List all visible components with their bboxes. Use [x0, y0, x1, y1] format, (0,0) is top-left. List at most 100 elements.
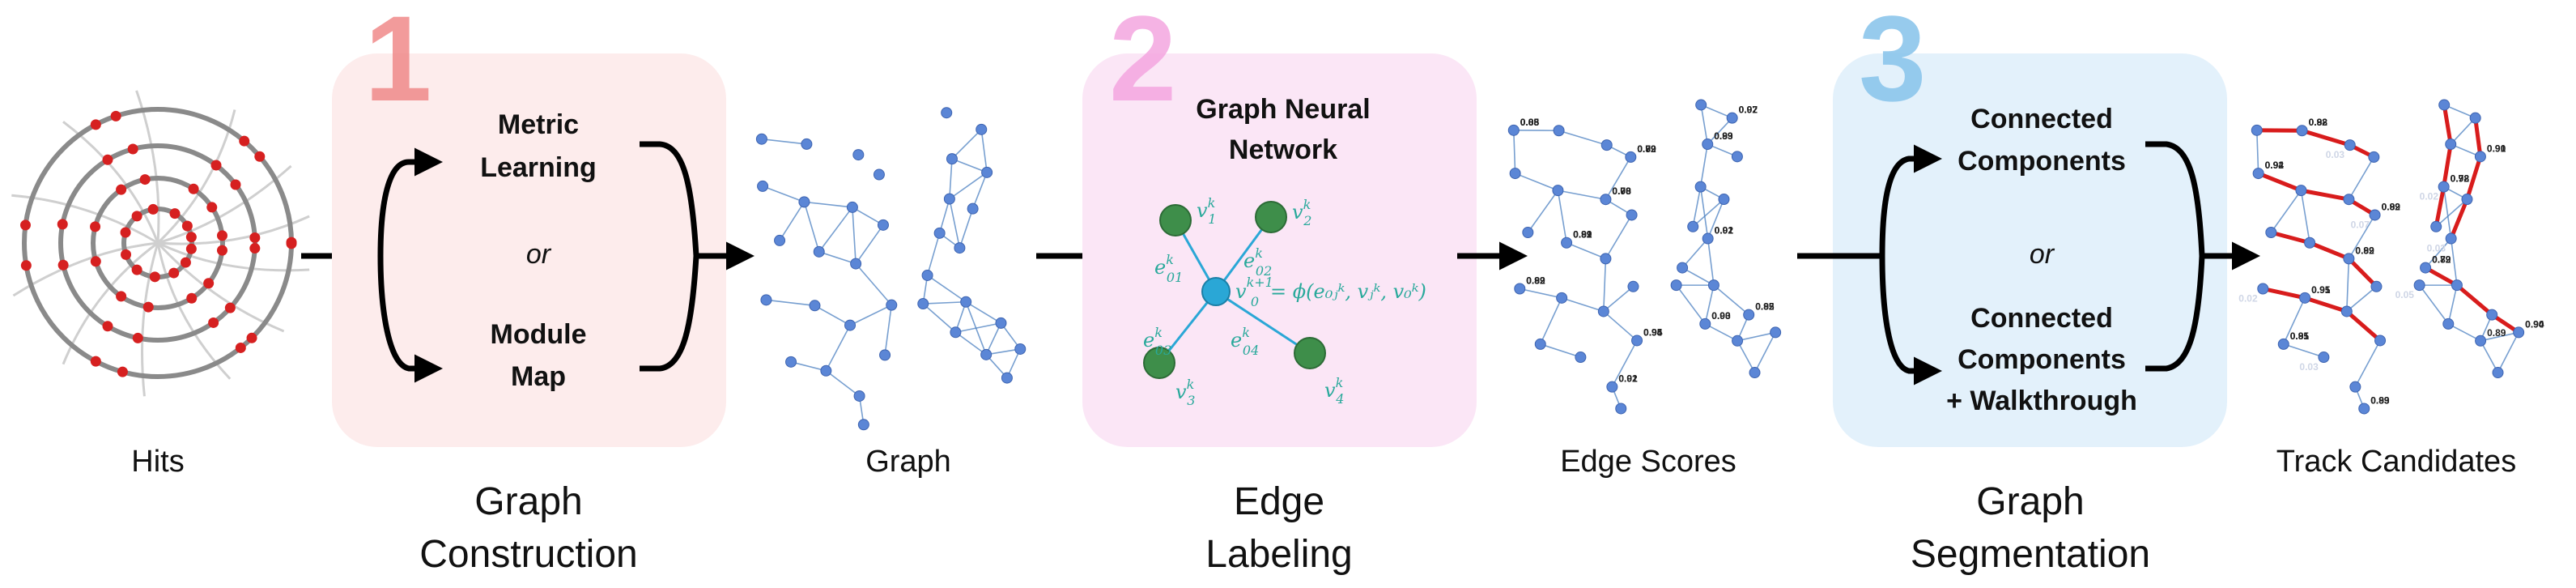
hit-dot — [20, 260, 32, 271]
graph-node — [2486, 309, 2498, 321]
hit-dot — [142, 301, 154, 313]
graph-node — [1001, 372, 1013, 384]
track-score-label: 0.92 — [2265, 160, 2285, 171]
hit-dot — [132, 332, 143, 343]
track-segment — [2346, 256, 2378, 289]
graph-node — [2265, 227, 2277, 239]
graph-edge — [1603, 258, 1607, 312]
edge-score-label: 0.79 — [1637, 143, 1656, 155]
graph-node — [1600, 139, 1613, 151]
graph-node — [1695, 99, 1707, 111]
graph-node — [1553, 125, 1565, 137]
graph-node — [2461, 194, 2473, 206]
track-segment — [2307, 241, 2351, 261]
hit-dot — [286, 238, 297, 249]
graph-node — [2474, 151, 2486, 163]
hit-dot — [116, 291, 127, 302]
graph-edge — [2346, 286, 2377, 313]
label-v2: vk 2 — [1292, 197, 1311, 228]
track-score-label: 0.89 — [2355, 245, 2374, 256]
hit-dot — [121, 249, 132, 260]
hit-dot — [110, 110, 121, 121]
hit-dot — [169, 208, 181, 219]
track-score-label: 0.79 — [2432, 254, 2451, 266]
graph-edge — [1700, 104, 1709, 145]
trajectory-line — [156, 109, 236, 245]
graph-edge — [825, 370, 861, 397]
track-segment — [2260, 286, 2307, 300]
edge-score-label: 0.03 — [1711, 310, 1731, 322]
gnn-node-v4 — [1294, 337, 1326, 369]
track-segment — [2256, 171, 2303, 193]
graph-edge — [1603, 310, 1638, 342]
graph-edge — [2435, 198, 2468, 228]
caption-graph: Graph — [865, 445, 951, 479]
graph-edge — [790, 361, 827, 372]
hit-dot — [181, 220, 193, 232]
edge-score-label: 0.89 — [1526, 275, 1545, 286]
graph-edge — [852, 207, 884, 226]
gnn-node-v2 — [1255, 201, 1287, 233]
edge-score-label: 0.95 — [1643, 326, 1663, 338]
graph-edge — [766, 299, 815, 307]
track-score-label: 0.89 — [2487, 327, 2506, 339]
hit-dot — [57, 259, 69, 271]
graph-node — [774, 234, 786, 246]
graph-edge — [761, 138, 807, 145]
track-segment — [2434, 185, 2446, 229]
graph-node — [1575, 352, 1587, 364]
graph-node — [2343, 194, 2355, 206]
graph-edge — [1699, 143, 1709, 187]
hit-dot — [131, 211, 142, 222]
graph-node — [2299, 292, 2311, 304]
graph-node — [2358, 403, 2370, 415]
track-segment — [2302, 296, 2349, 313]
graph-edge — [804, 201, 852, 208]
edge-score-label: 0.92 — [1637, 143, 1656, 155]
track-score-label: 0.90 — [2487, 143, 2506, 154]
edge-score-label: 0.92 — [1573, 229, 1592, 241]
graph-node — [946, 153, 958, 165]
edge-score-label: 0.82 — [1526, 275, 1545, 286]
graph-node — [801, 138, 813, 150]
stage2-number: 2 — [1109, 0, 1176, 126]
graph-node — [1597, 305, 1609, 317]
edge-score-label: 0.91 — [1618, 373, 1638, 385]
graph-node — [960, 296, 972, 308]
faded-score-label: 0.02 — [2238, 292, 2258, 304]
graph-edge — [971, 172, 988, 209]
graph-edge — [949, 172, 988, 200]
track-score-label: 0.91 — [2487, 143, 2506, 154]
hit-dot — [149, 271, 160, 283]
graph-node — [2370, 280, 2383, 292]
track-score-label: 0.78 — [2451, 173, 2470, 185]
graph-node — [1731, 151, 1743, 163]
particle-trajectories — [11, 90, 310, 397]
track-score-label: 0.94 — [2525, 318, 2544, 330]
track-segment — [2300, 128, 2353, 147]
stage3-number: 3 — [1859, 0, 1926, 126]
graph-node — [1606, 381, 1618, 393]
hit-dot — [186, 292, 198, 304]
graph-edge — [1605, 215, 1633, 259]
hit-points — [19, 110, 297, 377]
track-score-label: 0.89 — [2382, 201, 2401, 212]
track-score-label: 0.95 — [2311, 284, 2331, 296]
graph-edge — [855, 224, 884, 265]
graph-edge — [814, 305, 851, 326]
graph-node — [820, 364, 832, 377]
edge-score-label: 0.89 — [1637, 143, 1656, 155]
graph-edge — [2480, 340, 2499, 373]
graph-node — [879, 349, 891, 361]
graph-edge — [849, 304, 892, 326]
graph-edge — [1603, 286, 1634, 313]
graph-node — [2438, 181, 2450, 193]
brace-bottom-left-3 — [1879, 255, 1942, 386]
graph-edge — [2283, 297, 2306, 345]
graph-edge — [923, 300, 967, 305]
track-score-label: 0.88 — [2309, 117, 2328, 128]
graph-node — [981, 166, 993, 178]
caption-edge-scores: Edge Scores — [1560, 445, 1736, 479]
graph-node — [1627, 280, 1639, 292]
